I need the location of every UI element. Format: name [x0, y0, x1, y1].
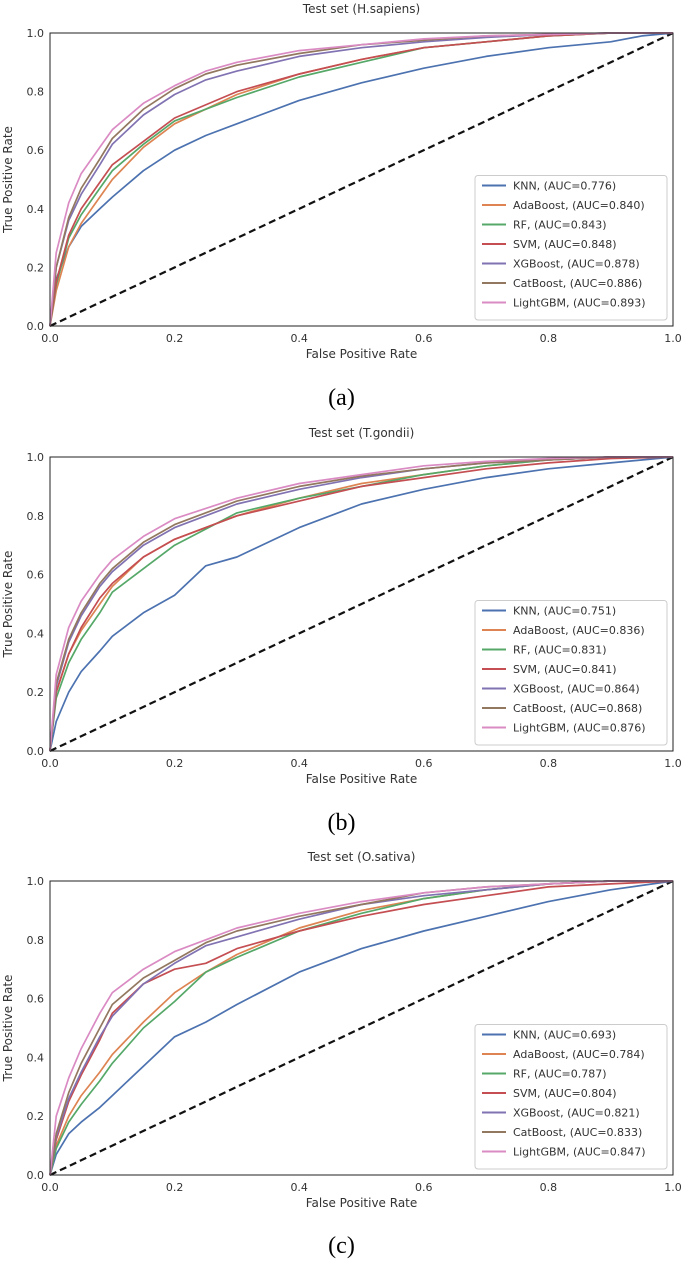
legend-entry: CatBoost, (AUC=0.833) — [513, 1126, 642, 1139]
y-tick-label: 0.4 — [27, 627, 45, 640]
roc-curve — [49, 456, 674, 752]
y-tick-label: 1.0 — [27, 27, 45, 40]
chart-title: Test set (H.sapiens) — [302, 2, 420, 16]
roc-curve — [49, 456, 673, 752]
legend-entry: KNN, (AUC=0.693) — [513, 1029, 616, 1042]
legend-entry: RF, (AUC=0.843) — [513, 219, 607, 232]
legend-entry: SVM, (AUC=0.841) — [513, 663, 617, 676]
roc-curve — [49, 456, 673, 752]
plot-frame — [49, 32, 674, 327]
y-tick-label: 0.6 — [27, 569, 45, 582]
roc-curve — [49, 32, 674, 327]
y-tick-label: 0.4 — [27, 203, 45, 216]
x-tick-label: 0.4 — [290, 332, 308, 345]
roc-panel: Test set (O.sativa) 0.0 0.2 0.4 0.6 0.8 1.0 0.0… — [1, 850, 682, 1259]
roc-curve — [49, 32, 673, 327]
y-tick-label: 0.2 — [27, 686, 45, 699]
y-tick-label: 0.0 — [27, 1169, 45, 1182]
x-axis-label: False Positive Rate — [306, 772, 418, 786]
roc-curve — [49, 880, 673, 1176]
legend-entry: CatBoost, (AUC=0.886) — [513, 277, 642, 290]
y-tick-label: 0.4 — [27, 1051, 45, 1064]
y-axis-label: True Positive Rate — [1, 551, 15, 659]
roc-curve — [49, 880, 674, 1176]
x-tick-label: 0.0 — [41, 1181, 59, 1194]
legend-entry: CatBoost, (AUC=0.868) — [513, 702, 642, 715]
x-tick-label: 0.2 — [166, 332, 184, 345]
legend-entry: SVM, (AUC=0.848) — [513, 238, 617, 251]
legend-entry: AdaBoost, (AUC=0.784) — [513, 1048, 645, 1061]
x-tick-label: 0.4 — [290, 757, 308, 770]
roc-panel: Test set (H.sapiens) 0.0 0.2 0.4 0.6 0.8 1.0 0.… — [1, 2, 682, 411]
y-tick-label: 0.8 — [27, 86, 45, 99]
legend-entry: XGBoost, (AUC=0.821) — [513, 1107, 640, 1120]
legend-entry: KNN, (AUC=0.776) — [513, 180, 616, 193]
x-tick-label: 0.6 — [415, 1181, 433, 1194]
panel-caption: (a) — [328, 385, 355, 411]
legend-entry: SVM, (AUC=0.804) — [513, 1087, 617, 1100]
x-tick-label: 0.2 — [166, 757, 184, 770]
y-tick-label: 1.0 — [27, 451, 45, 464]
x-tick-label: 1.0 — [664, 757, 682, 770]
x-axis-label: False Positive Rate — [306, 1196, 418, 1210]
legend-entry: LightGBM, (AUC=0.876) — [513, 722, 646, 735]
roc-curve — [49, 880, 674, 1176]
y-tick-label: 0.8 — [27, 510, 45, 523]
legend-entry: LightGBM, (AUC=0.893) — [513, 297, 646, 310]
y-tick-label: 0.0 — [27, 320, 45, 333]
roc-panel: Test set (T.gondii) 0.0 0.2 0.4 0.6 0.8 1.0 0.0… — [1, 426, 682, 836]
y-tick-label: 0.2 — [27, 1110, 45, 1123]
x-tick-label: 0.2 — [166, 1181, 184, 1194]
plot-frame — [49, 880, 674, 1176]
roc-curve — [49, 32, 673, 327]
legend-entry: AdaBoost, (AUC=0.836) — [513, 624, 645, 637]
y-tick-label: 0.6 — [27, 993, 45, 1006]
chance-diagonal — [49, 32, 674, 327]
panel-caption: (b) — [328, 810, 356, 836]
y-axis-label: True Positive Rate — [1, 126, 15, 234]
roc-curve — [49, 880, 673, 1176]
x-tick-label: 0.6 — [415, 332, 433, 345]
x-tick-label: 0.8 — [540, 757, 558, 770]
legend: KNN, (AUC=0.776) AdaBoost, (AUC=0.840) RF,… — [474, 175, 668, 321]
legend-box — [474, 1024, 668, 1170]
y-tick-label: 0.0 — [27, 745, 45, 758]
chance-diagonal — [49, 456, 674, 752]
legend-entry: KNN, (AUC=0.751) — [513, 605, 616, 618]
chart-title: Test set (O.sativa) — [307, 850, 416, 864]
roc-curve — [49, 456, 674, 752]
x-tick-label: 0.0 — [41, 757, 59, 770]
plot-frame — [49, 456, 674, 752]
y-axis-label: True Positive Rate — [1, 975, 15, 1083]
y-tick-label: 0.6 — [27, 144, 45, 157]
legend: KNN, (AUC=0.751) AdaBoost, (AUC=0.836) RF,… — [474, 600, 668, 746]
y-tick-label: 0.8 — [27, 934, 45, 947]
legend-entry: AdaBoost, (AUC=0.840) — [513, 199, 645, 212]
x-tick-label: 0.4 — [290, 1181, 308, 1194]
x-tick-label: 0.0 — [41, 332, 59, 345]
x-tick-label: 0.6 — [415, 757, 433, 770]
legend-entry: LightGBM, (AUC=0.847) — [513, 1146, 646, 1159]
x-tick-label: 0.8 — [540, 1181, 558, 1194]
legend-box — [474, 600, 668, 746]
legend-entry: RF, (AUC=0.831) — [513, 644, 607, 657]
legend: KNN, (AUC=0.693) AdaBoost, (AUC=0.784) RF,… — [474, 1024, 668, 1170]
legend-entry: XGBoost, (AUC=0.878) — [513, 258, 640, 271]
panel-caption: (c) — [328, 1233, 355, 1259]
x-tick-label: 1.0 — [664, 332, 682, 345]
legend-entry: XGBoost, (AUC=0.864) — [513, 683, 640, 696]
roc-curve — [49, 456, 673, 752]
roc-curve — [49, 32, 673, 327]
x-tick-label: 0.8 — [540, 332, 558, 345]
y-tick-label: 0.2 — [27, 261, 45, 274]
chance-diagonal — [49, 880, 674, 1176]
chart-title: Test set (T.gondii) — [308, 426, 415, 440]
x-axis-label: False Positive Rate — [306, 347, 418, 361]
legend-box — [474, 175, 668, 321]
y-tick-label: 1.0 — [27, 875, 45, 888]
legend-entry: RF, (AUC=0.787) — [513, 1068, 607, 1081]
x-tick-label: 1.0 — [664, 1181, 682, 1194]
